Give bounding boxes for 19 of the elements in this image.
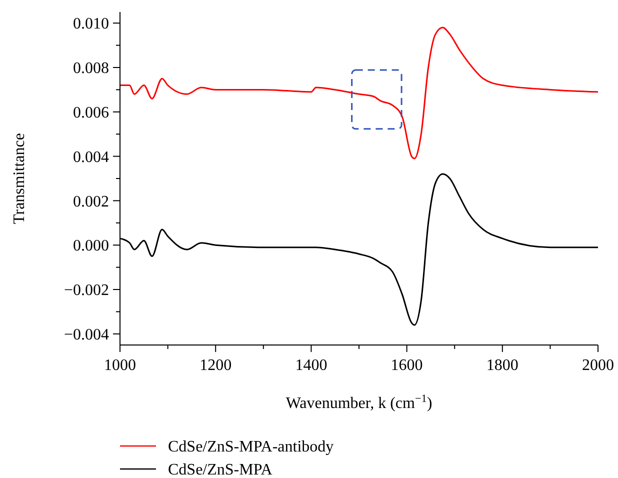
legend-label: CdSe/ZnS-MPA (168, 462, 273, 478)
y-tick-label: 0.000 (73, 238, 109, 255)
legend-label: CdSe/ZnS-MPA-antibody (168, 438, 334, 456)
y-tick-label: 0.002 (73, 193, 109, 210)
x-tick-label: 1800 (486, 357, 518, 374)
y-tick-label: −0.004 (64, 326, 109, 344)
y-tick-label: 0.008 (73, 60, 109, 78)
x-tick-label: 1200 (200, 357, 232, 374)
y-tick-label: 0.010 (73, 16, 109, 33)
x-tick-label: 1400 (295, 357, 328, 374)
y-tick-label: 0.004 (73, 148, 109, 166)
x-tick-label: 1600 (390, 357, 423, 374)
x-tick-label: 2000 (582, 357, 614, 374)
line-series (119, 26, 599, 160)
x-tick-label: 1000 (104, 357, 136, 374)
y-tick-label: −0.002 (64, 282, 109, 300)
y-tick-label: 0.006 (73, 104, 109, 122)
y-axis-title: Transmittance (11, 133, 28, 224)
x-axis-title: Wavenumber, k (cm$^{−1}$) (286, 393, 432, 412)
